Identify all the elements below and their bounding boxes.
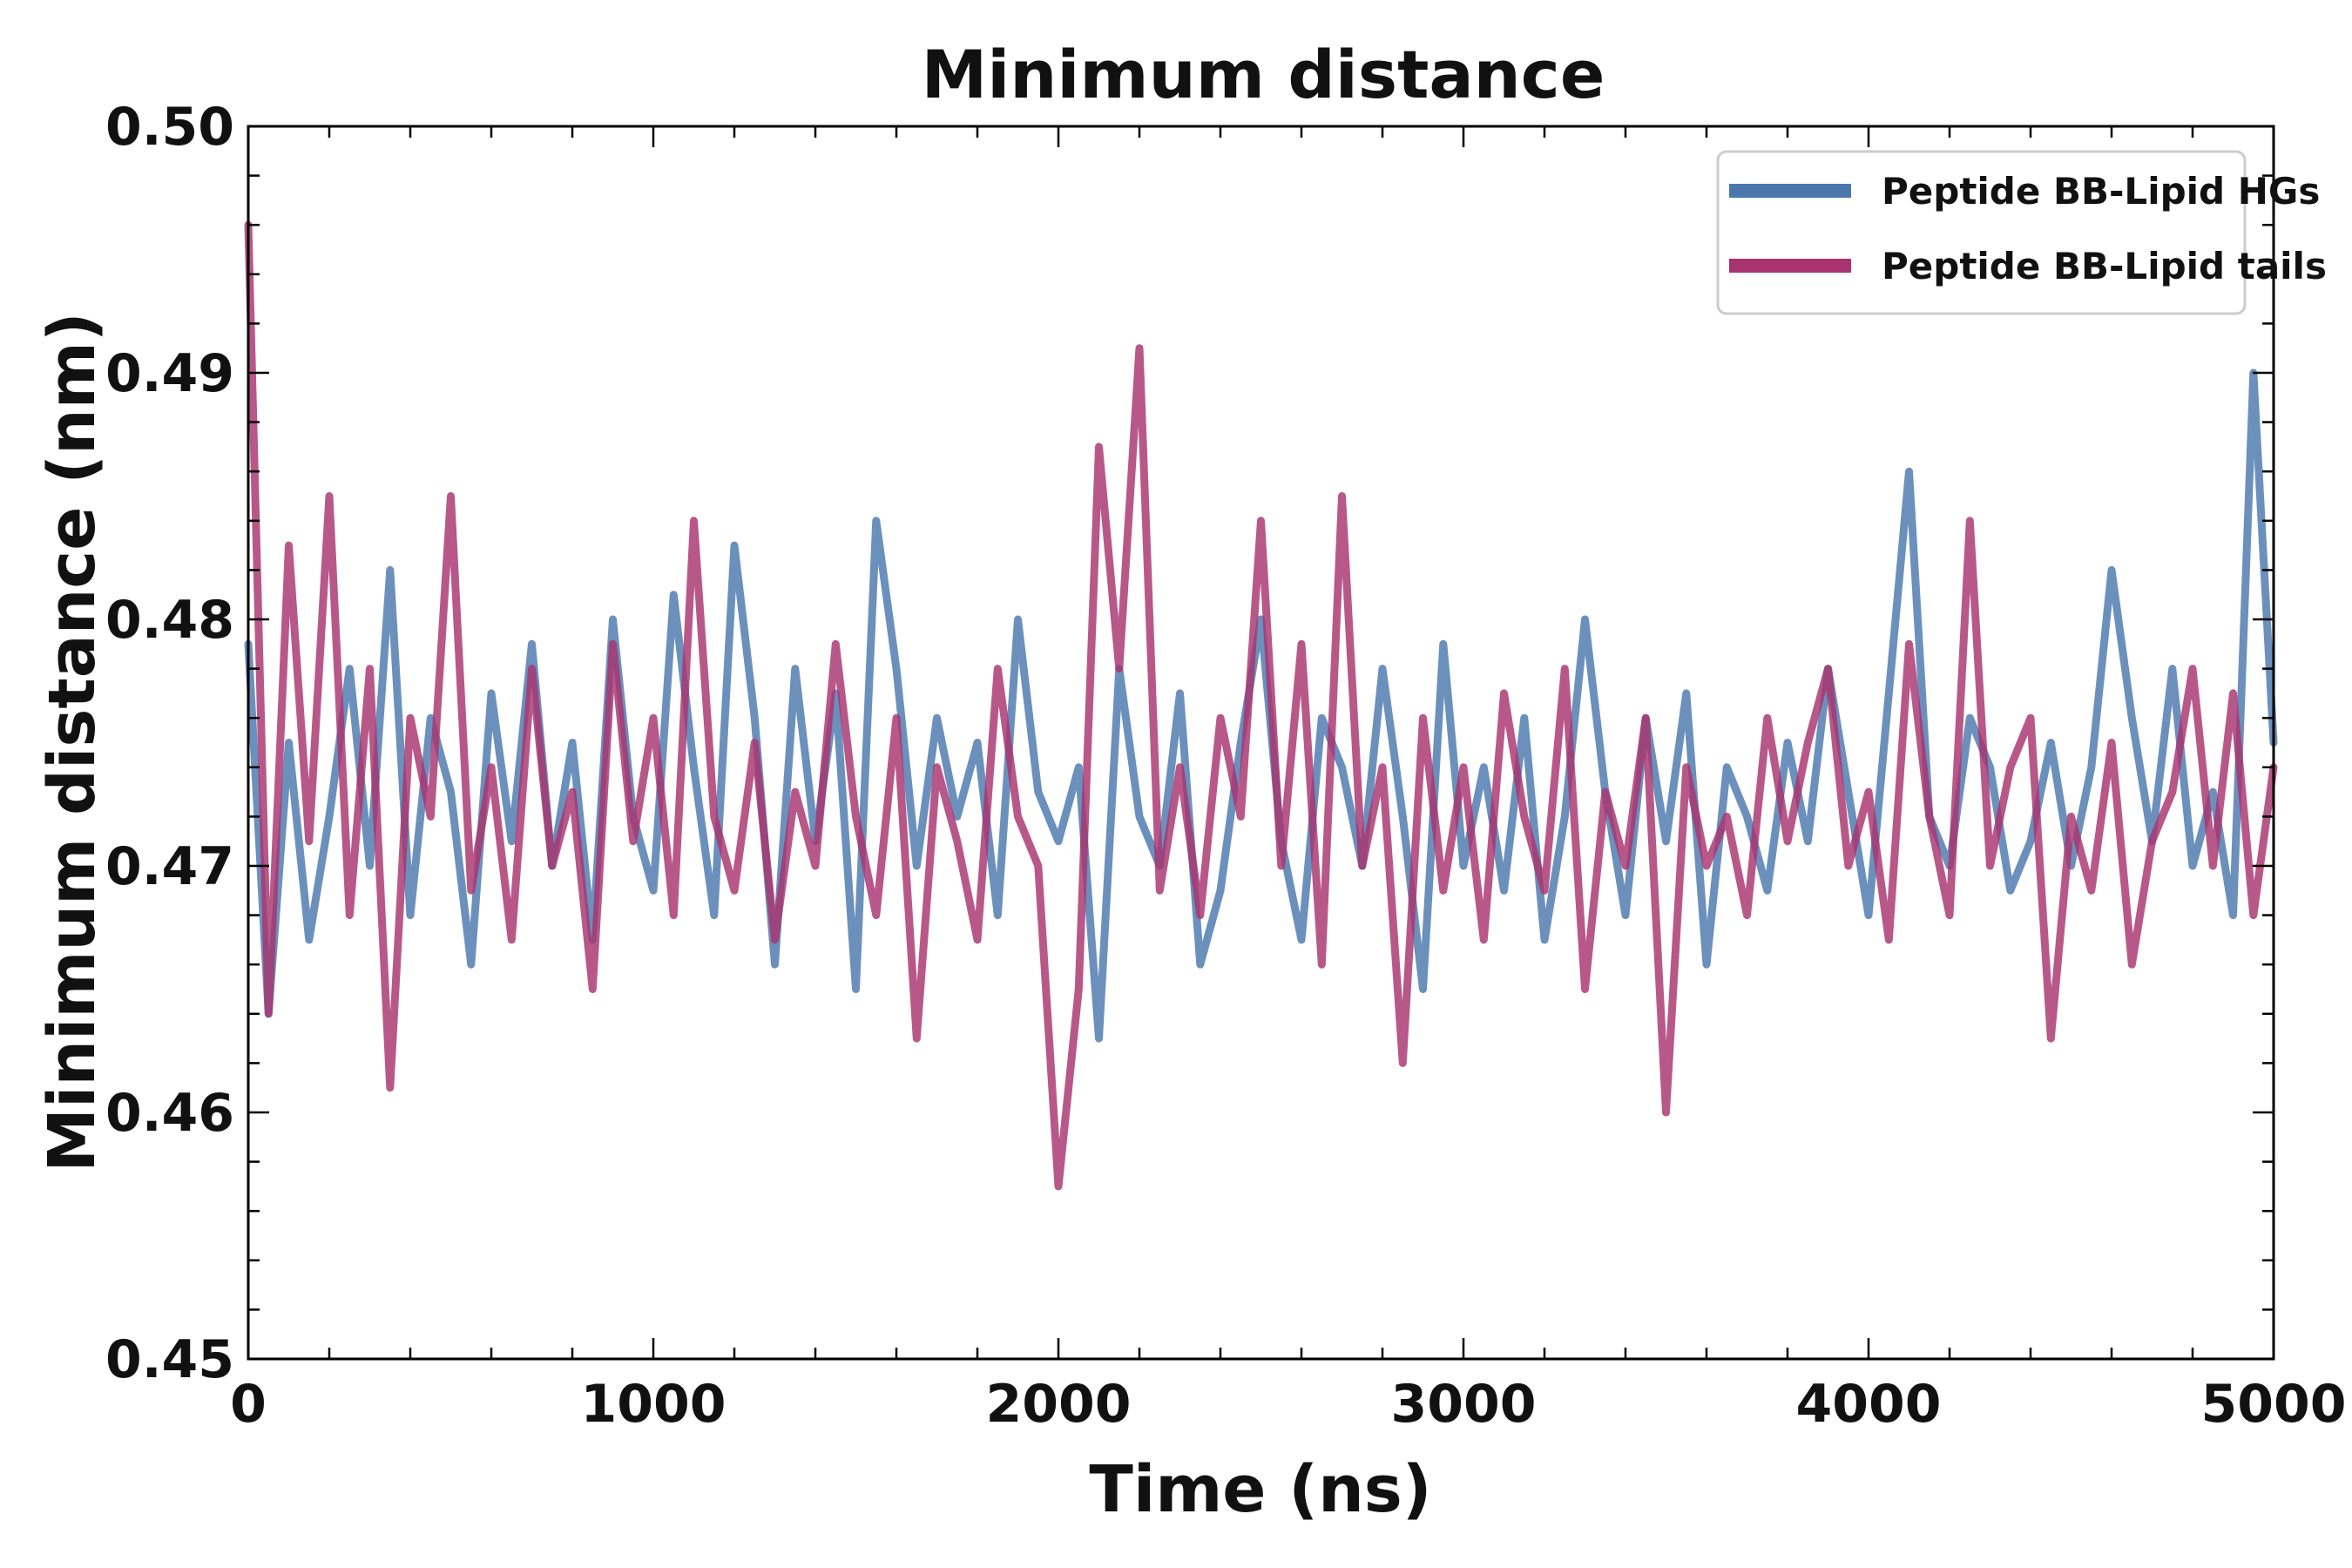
x-tick-label: 4000: [1796, 1374, 1942, 1435]
x-tick-label: 2000: [986, 1374, 1132, 1435]
y-tick-label: 0.50: [105, 97, 234, 158]
x-tick-label: 0: [230, 1374, 267, 1435]
plot-frame: [247, 125, 2275, 1361]
y-axis-label: Minimum distance (nm): [35, 312, 110, 1172]
x-axis-label: Time (ns): [1089, 1452, 1431, 1527]
y-tick-label: 0.46: [105, 1083, 234, 1144]
x-tick-label: 1000: [581, 1374, 727, 1435]
x-tick-label: 5000: [2201, 1374, 2347, 1435]
legend: Peptide BB-Lipid HGs Peptide BB-Lipid ta…: [1716, 150, 2327, 315]
y-tick-label: 0.49: [105, 343, 234, 404]
chart-title: Minimum distance: [922, 36, 1605, 113]
series-layer: [244, 220, 2278, 1191]
x-tick-label: 3000: [1391, 1374, 1537, 1435]
y-tick-label: 0.47: [105, 836, 234, 897]
tick-labels-layer: 0 1000 2000 3000 4000 5000 0.45 0.46 0.47 0.48 0.4…: [105, 97, 2347, 1435]
y-tick-label: 0.45: [105, 1329, 234, 1390]
y-tick-label: 0.48: [105, 590, 234, 651]
series-line-1: [244, 220, 2278, 1191]
legend-label-tails: Peptide BB-Lipid tails: [1882, 245, 2327, 287]
legend-label-hgs: Peptide BB-Lipid HGs: [1882, 170, 2320, 213]
